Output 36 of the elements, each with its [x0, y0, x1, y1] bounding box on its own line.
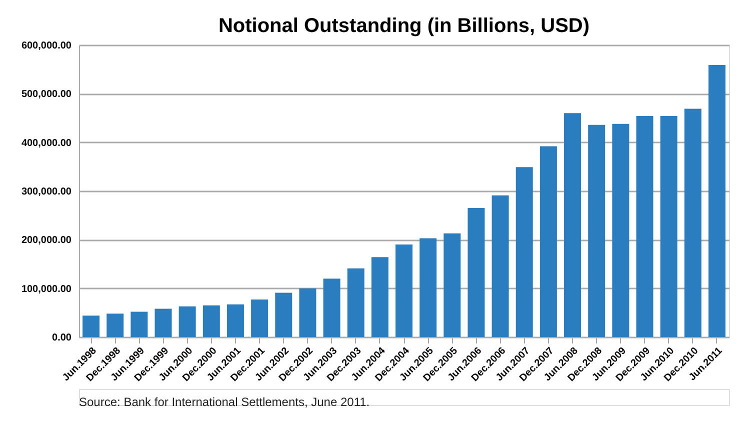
bar — [468, 208, 485, 337]
bar — [564, 113, 582, 337]
y-tick-label: 100,000.00 — [21, 284, 72, 295]
y-tick-label: 400,000.00 — [21, 138, 72, 149]
bar — [82, 316, 100, 337]
bar — [154, 308, 172, 337]
bar — [347, 268, 364, 337]
bar — [323, 278, 340, 337]
y-tick-label: 0.00 — [52, 332, 72, 344]
bar — [636, 116, 654, 337]
bar — [420, 238, 437, 337]
bar — [660, 116, 678, 337]
y-tick-label: 500,000.00 — [21, 89, 72, 100]
y-tick-label: 600,000.00 — [21, 40, 72, 52]
bar — [516, 167, 533, 337]
y-tick-label: 200,000.00 — [21, 235, 72, 246]
bar — [178, 306, 196, 337]
bar — [708, 64, 726, 337]
bar — [492, 195, 509, 337]
bar — [202, 305, 220, 337]
bar — [540, 146, 557, 337]
bar — [299, 288, 316, 337]
y-tick-label: 300,000.00 — [21, 186, 72, 198]
bar — [444, 233, 461, 337]
bar — [612, 124, 630, 337]
bar — [226, 304, 244, 337]
source-note: Source: Bank for International Settlements, June 2011. — [79, 395, 370, 409]
bar — [106, 314, 124, 337]
bar — [251, 300, 268, 337]
bar — [275, 292, 292, 337]
bar — [130, 312, 148, 337]
bar — [396, 244, 412, 337]
bar — [684, 108, 702, 337]
chart-title: Notional Outstanding (in Billions, USD) — [218, 15, 590, 37]
bar — [588, 124, 606, 337]
bar — [371, 257, 388, 337]
